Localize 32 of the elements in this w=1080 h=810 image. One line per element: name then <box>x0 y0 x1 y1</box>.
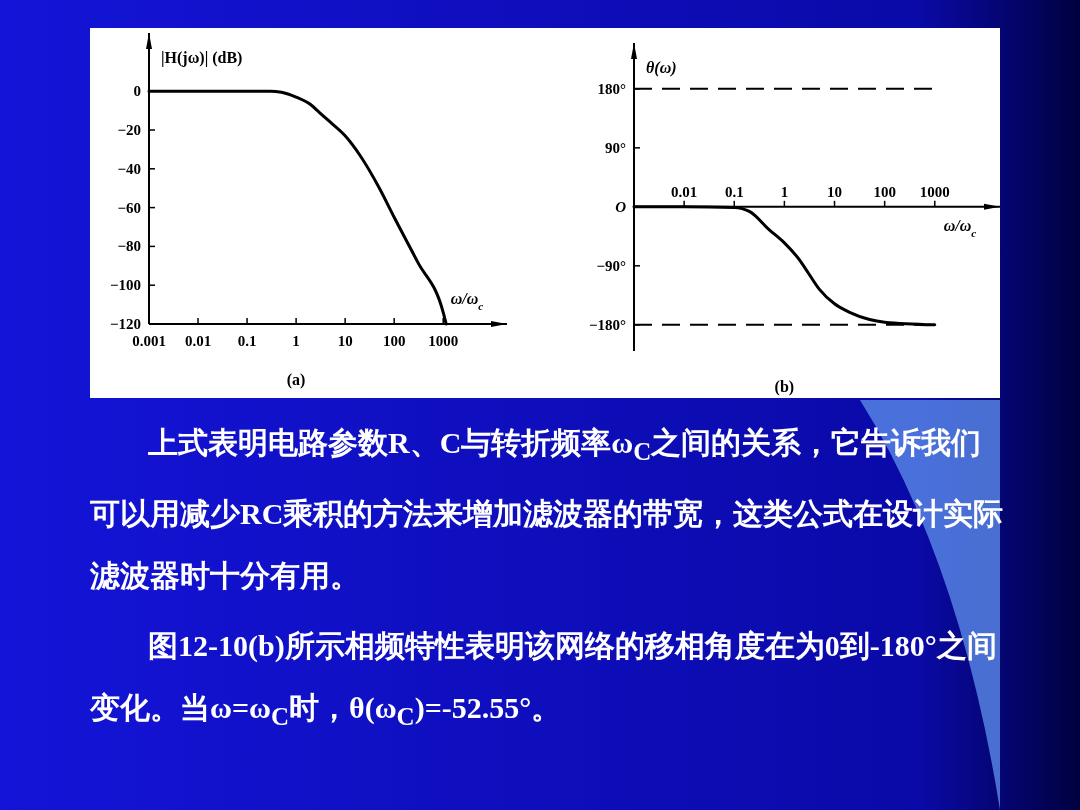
y-axis-title: |H(jω)| (dB) <box>161 49 243 67</box>
y-tick-label: −120 <box>109 316 141 332</box>
y-tick-label: 180° <box>597 80 626 97</box>
x-tick-label: 0.1 <box>237 333 257 349</box>
x-tick-label: 100 <box>873 183 896 200</box>
y-tick-label: −90° <box>596 257 626 274</box>
x-axis-title: ω/ω$_{c}$ <box>943 216 977 239</box>
y-tick-label: −40 <box>117 160 141 177</box>
x-tick-label: 100 <box>382 333 406 349</box>
y-tick-label: 90° <box>605 139 626 156</box>
x-tick-label: 10 <box>827 183 843 200</box>
x-tick-label: 0.01 <box>184 333 212 349</box>
y-tick-label: −60 <box>117 199 141 216</box>
y-tick-label: −100 <box>109 277 141 294</box>
y-tick-label: −20 <box>117 122 141 138</box>
x-tick-label: 1000 <box>428 333 459 349</box>
y-tick-label: −80 <box>117 238 141 255</box>
x-tick-label: 1 <box>292 333 300 349</box>
x-tick-label: 0.01 <box>671 183 698 200</box>
text: (a) <box>286 371 306 389</box>
y-tick-label: O <box>615 198 627 215</box>
y-axis-title: θ(ω) <box>646 59 677 77</box>
x-tick-label: 0.001 <box>132 333 166 349</box>
x-tick-label: 10 <box>337 333 353 349</box>
x-tick-label: 1000 <box>919 183 950 200</box>
y-tick-label: 0 <box>133 83 141 100</box>
x-tick-label: 1 <box>780 183 789 200</box>
caption: 图12-10(b)所示相频特性表明该网络的移相角度在为0到-180°之间变化。当ω=ω$_{C}$时，θ(ω$_{C}$)=-52.55°。 <box>90 628 998 732</box>
x-tick-label: 0.1 <box>724 183 744 200</box>
y-tick-label: −180° <box>588 316 626 333</box>
text: (b) <box>774 378 795 396</box>
x-axis-title: ω/ω$_{c}$ <box>450 290 484 312</box>
